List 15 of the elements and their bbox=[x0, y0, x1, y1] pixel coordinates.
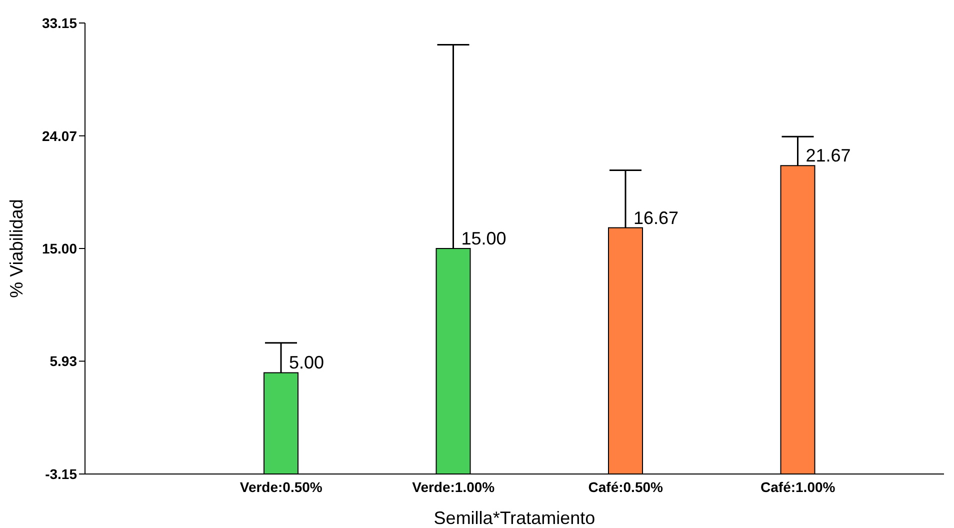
y-tick-label: 33.15 bbox=[42, 14, 78, 31]
y-tick-label: 15.00 bbox=[42, 240, 78, 256]
x-tick-label: Café:0.50% bbox=[588, 478, 664, 495]
y-tick-label: -3.15 bbox=[45, 466, 78, 482]
y-tick-label: 5.93 bbox=[50, 353, 78, 370]
y-axis-title: % Viabilidad bbox=[6, 199, 26, 298]
data-label: 15.00 bbox=[461, 228, 506, 248]
data-label: 16.67 bbox=[634, 208, 679, 228]
x-tick-label: Café:1.00% bbox=[760, 478, 836, 495]
data-label: 21.67 bbox=[806, 146, 851, 166]
x-axis-title: Semilla*Tratamiento bbox=[434, 508, 596, 528]
data-label: 5.00 bbox=[289, 352, 324, 373]
x-tick-label: Verde:1.00% bbox=[412, 478, 496, 495]
y-tick-label: 24.07 bbox=[42, 128, 78, 144]
x-tick-label: Verde:0.50% bbox=[240, 478, 323, 495]
